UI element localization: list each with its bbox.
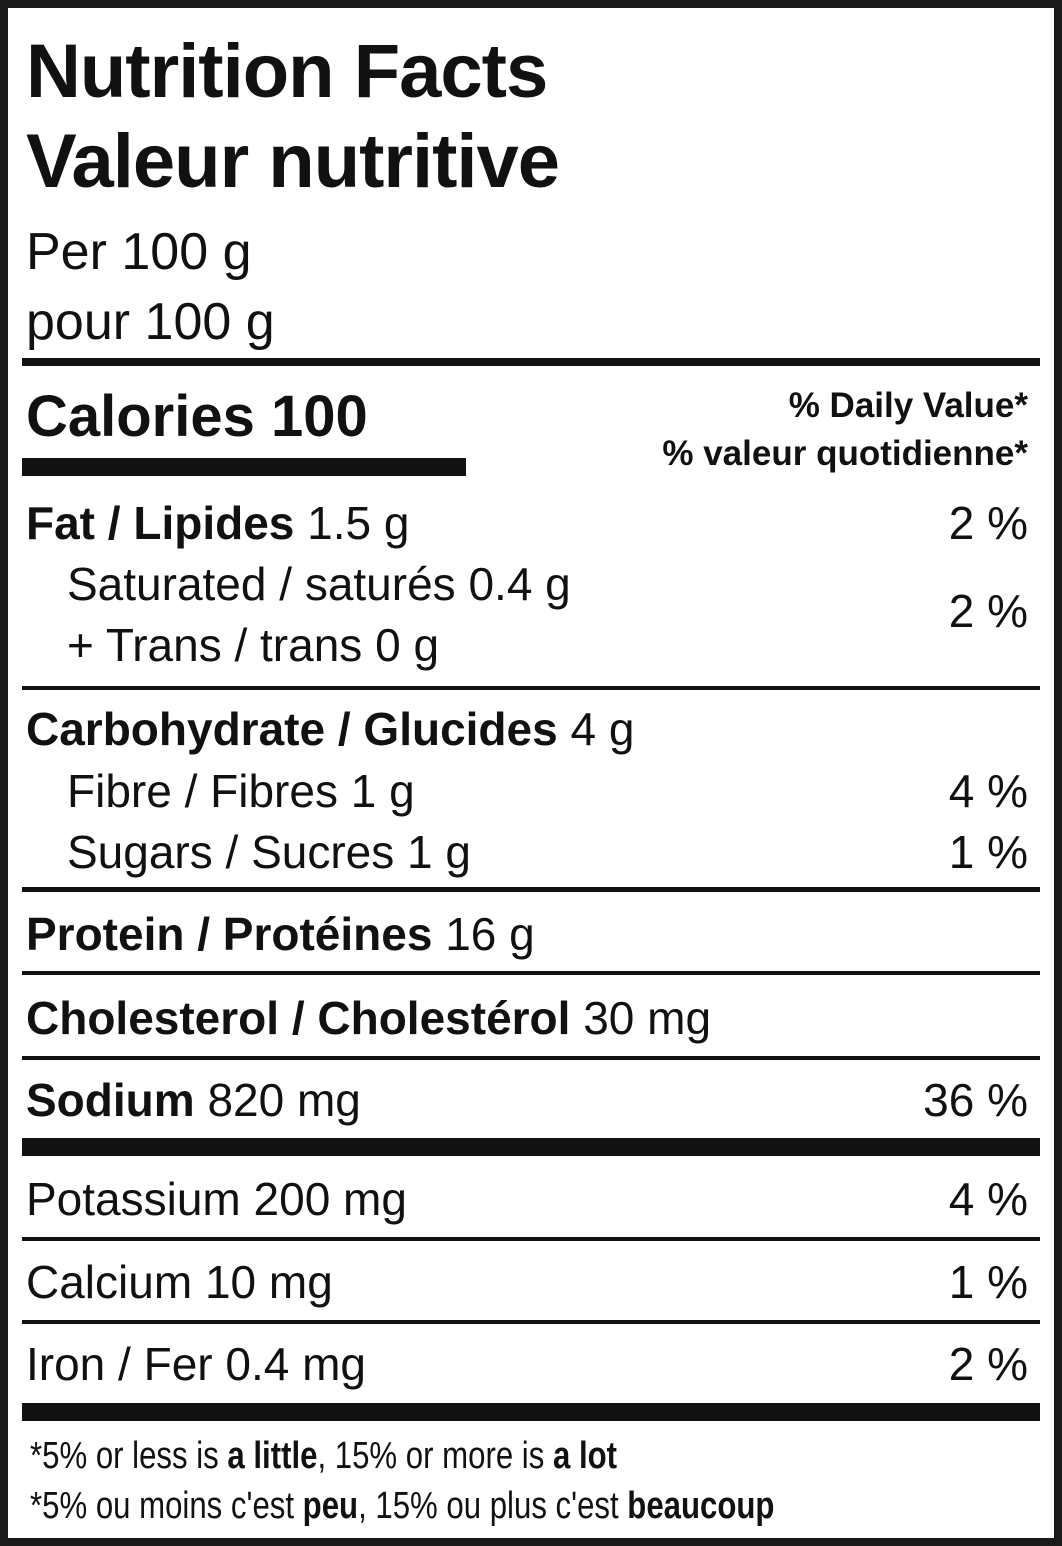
thick-rule: [22, 1138, 1040, 1156]
daily-value-fr: % valeur quotidienne*: [662, 434, 1028, 473]
daily-value-en: % Daily Value*: [788, 386, 1028, 425]
footnote-fr: *5% ou moins c'est peu, 15% ou plus c'es…: [30, 1487, 774, 1525]
fibre-row: Fibre / Fibres 1 g: [67, 768, 415, 814]
footnote-bold: beaucoup: [627, 1485, 775, 1527]
fat-dv: 2 %: [948, 497, 1028, 549]
potassium-row: Potassium 200 mg: [26, 1176, 407, 1222]
rule: [22, 1320, 1040, 1324]
calcium-row: Calcium 10 mg: [26, 1259, 333, 1305]
carbohydrate-label: Carbohydrate / Glucides: [26, 703, 558, 755]
fibre-dv: 4 %: [948, 765, 1028, 817]
iron-amount: 0.4 mg: [225, 1338, 367, 1390]
iron-dv: 2 %: [948, 1338, 1028, 1390]
fat-row: Fat / Lipides 1.5 g: [26, 500, 409, 546]
saturated-label: Saturated / saturés: [67, 558, 456, 610]
sugars-dv: 1 %: [948, 826, 1028, 878]
potassium-dv: 4 %: [948, 1173, 1028, 1225]
footnote-bold: a lot: [552, 1435, 618, 1477]
thick-rule: [22, 358, 1040, 366]
footnote-bold: peu: [302, 1485, 359, 1527]
fibre-amount: 1 g: [350, 765, 415, 817]
fat-amount: 1.5 g: [307, 497, 410, 549]
potassium-amount: 200 mg: [253, 1173, 407, 1225]
rule: [22, 686, 1040, 690]
sodium-dv: 36 %: [923, 1074, 1028, 1126]
calcium-label: Calcium: [26, 1256, 193, 1308]
footnote-bold: a little: [227, 1435, 318, 1477]
calories-value: 100: [271, 384, 368, 449]
footnote-text: , 15% ou plus c'est: [358, 1485, 628, 1527]
carbohydrate-amount: 4 g: [570, 703, 635, 755]
serving-en: Per 100 g: [26, 223, 252, 281]
calcium-dv: 1 %: [948, 1256, 1028, 1308]
fat-label: Fat / Lipides: [26, 497, 295, 549]
rule: [22, 971, 1040, 975]
cholesterol-amount: 30 mg: [583, 992, 712, 1044]
cholesterol-label: Cholesterol / Cholestérol: [26, 992, 571, 1044]
calories-bar: [22, 458, 466, 476]
trans-amount: 0 g: [375, 619, 440, 671]
iron-row: Iron / Fer 0.4 mg: [26, 1341, 366, 1387]
footnote-text: *5% ou moins c'est: [30, 1485, 303, 1527]
potassium-label: Potassium: [26, 1173, 241, 1225]
protein-label: Protein / Protéines: [26, 908, 433, 960]
title-fr: Valeur nutritive: [26, 119, 560, 204]
iron-label: Iron / Fer: [26, 1338, 213, 1390]
protein-row: Protein / Protéines 16 g: [26, 911, 535, 957]
footnote-text: *5% or less is: [30, 1435, 228, 1477]
cholesterol-row: Cholesterol / Cholestérol 30 mg: [26, 995, 711, 1041]
title-en: Nutrition Facts: [26, 29, 548, 114]
calories-row: Calories 100: [26, 388, 368, 446]
protein-amount: 16 g: [445, 908, 535, 960]
sodium-label: Sodium: [26, 1074, 195, 1126]
trans-row: + Trans / trans 0 g: [67, 622, 439, 668]
sat-trans-dv: 2 %: [948, 585, 1028, 637]
saturated-amount: 0.4 g: [468, 558, 571, 610]
carbohydrate-row: Carbohydrate / Glucides 4 g: [26, 706, 634, 752]
calories-label: Calories: [26, 384, 255, 449]
rule: [22, 1056, 1040, 1060]
sugars-amount: 1 g: [407, 826, 471, 878]
fibre-label: Fibre / Fibres: [67, 765, 338, 817]
sugars-row: Sugars / Sucres 1 g: [67, 829, 471, 875]
trans-label: + Trans / trans: [67, 619, 363, 671]
thick-rule: [22, 1403, 1040, 1421]
saturated-row: Saturated / saturés 0.4 g: [67, 561, 571, 607]
footnote-en: *5% or less is a little, 15% or more is …: [30, 1437, 617, 1475]
sodium-amount: 820 mg: [207, 1074, 361, 1126]
footnote-text: , 15% or more is: [317, 1435, 553, 1477]
calcium-amount: 10 mg: [204, 1256, 333, 1308]
serving-fr: pour 100 g: [26, 293, 275, 351]
sodium-row: Sodium 820 mg: [26, 1077, 361, 1123]
rule: [22, 1237, 1040, 1241]
rule: [22, 887, 1040, 892]
sugars-label: Sugars / Sucres: [67, 826, 395, 878]
